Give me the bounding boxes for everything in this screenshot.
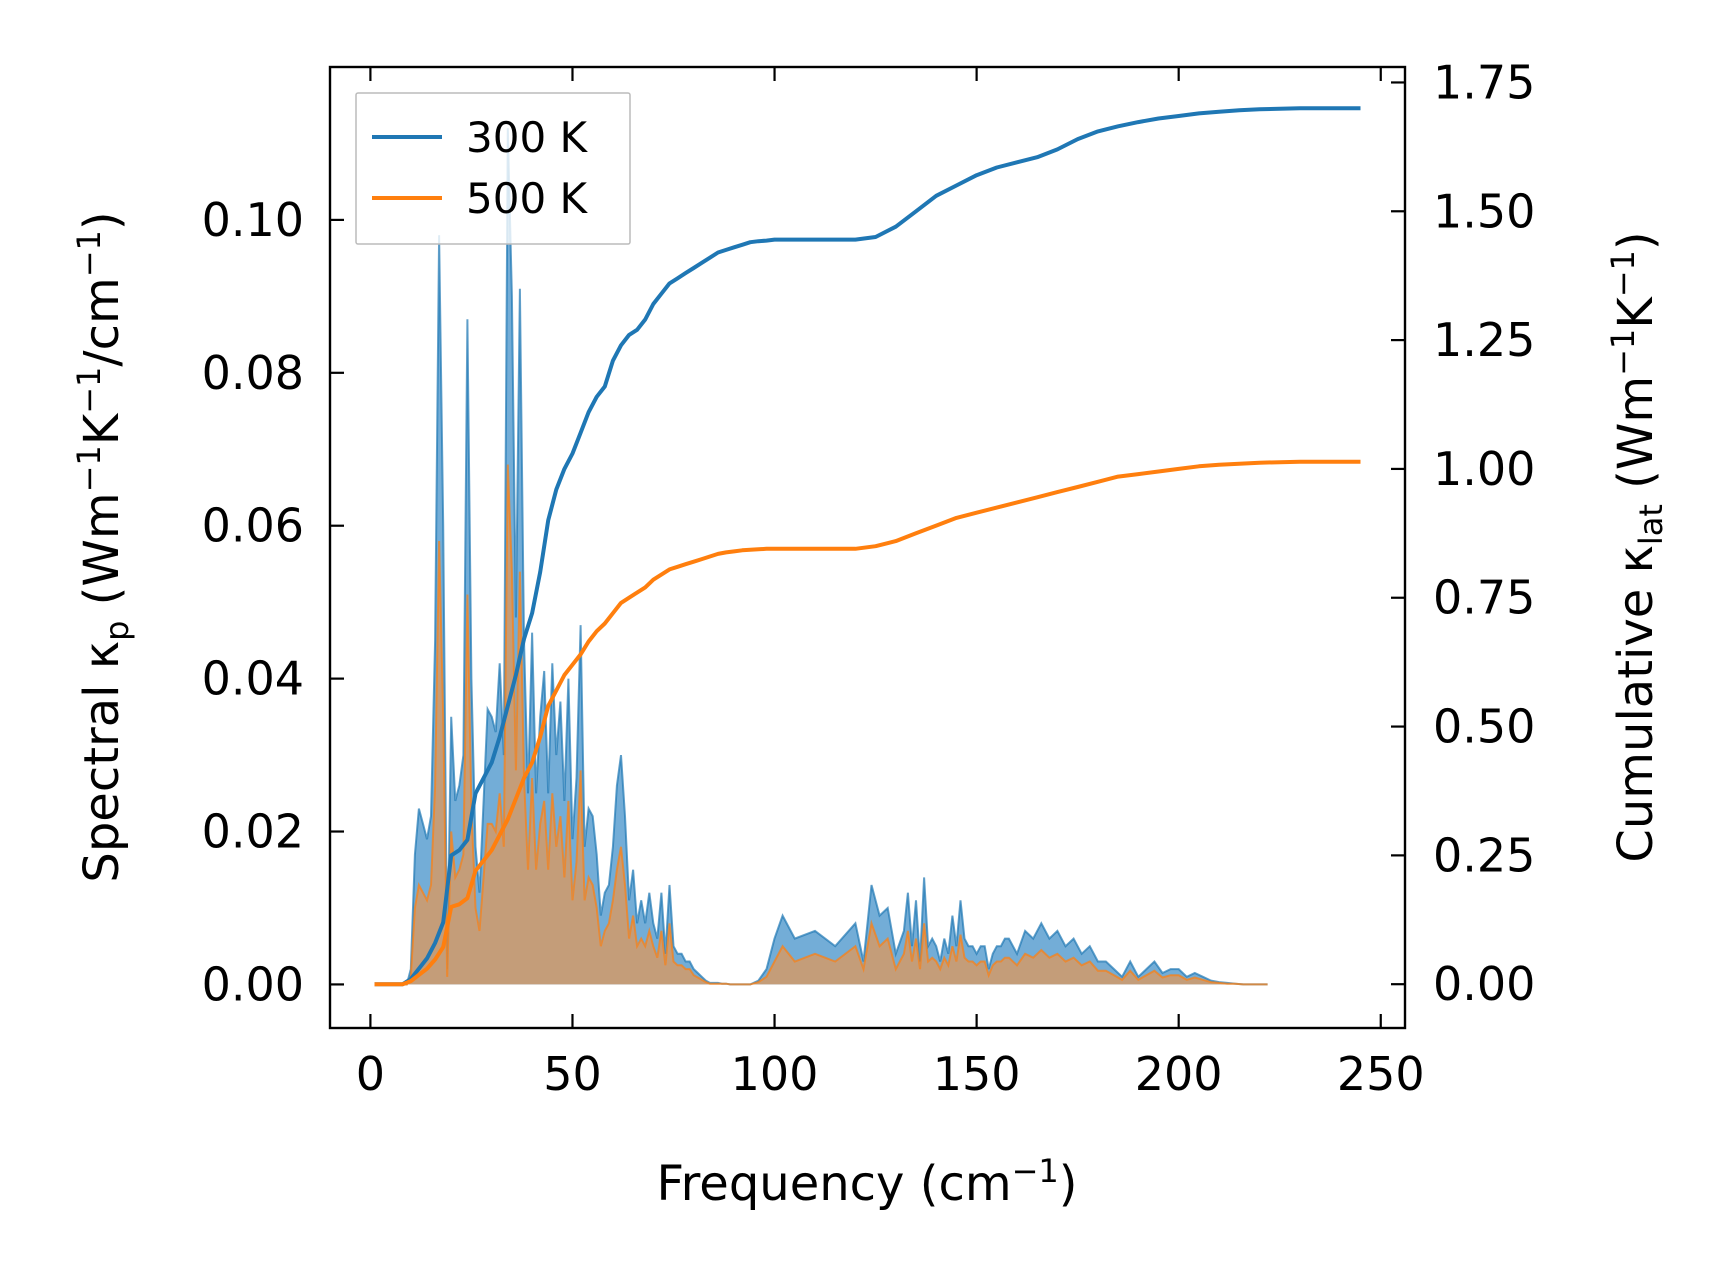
y-left-tick-label: 0.00 bbox=[202, 957, 304, 1011]
x-tick-label: 100 bbox=[731, 1047, 819, 1101]
y-left-tick-label: 0.02 bbox=[202, 805, 304, 859]
spectral-500k-area bbox=[374, 464, 1268, 985]
y-right-tick-label: 1.00 bbox=[1433, 442, 1535, 496]
legend-box bbox=[355, 92, 631, 245]
y-right-tick-label: 0.50 bbox=[1433, 700, 1535, 754]
y-left-tick-label: 0.08 bbox=[202, 346, 304, 400]
tick-labels: 0 50 100 150 200 2500.000.020.040.060.080.100… bbox=[202, 55, 1536, 1101]
y-right-tick-label: 1.25 bbox=[1433, 313, 1535, 367]
spectral-500k-edge bbox=[374, 464, 1268, 986]
y-right-tick-label: 0.75 bbox=[1433, 571, 1535, 625]
x-tick-label: 150 bbox=[933, 1047, 1021, 1101]
cumulative-300k-line bbox=[374, 106, 1361, 987]
x-axis-title: Frequency (cm−1) bbox=[656, 1152, 1077, 1212]
plot-frame bbox=[328, 65, 1407, 1030]
y-axis-left-title: Spectral κp (Wm−1K−1/cm−1) bbox=[70, 211, 136, 882]
y-left-tick-label: 0.06 bbox=[202, 499, 304, 553]
cumulative-500k-line bbox=[374, 459, 1361, 987]
y-axis-right-title: Cumulative κlat (Wm−1K−1) bbox=[1604, 231, 1670, 862]
legend-label-300k: 300 K bbox=[466, 113, 589, 162]
y-right-tick-label: 1.50 bbox=[1433, 184, 1535, 238]
y-right-tick-label: 1.75 bbox=[1433, 55, 1535, 109]
legend-label-500k: 500 K bbox=[466, 174, 589, 223]
y-right-tick-label: 0.25 bbox=[1433, 828, 1535, 882]
legend: 300 K 500 K bbox=[355, 92, 631, 245]
x-tick-label: 250 bbox=[1337, 1047, 1425, 1101]
y-right-tick-label: 0.00 bbox=[1433, 957, 1535, 1011]
x-tick-label: 200 bbox=[1135, 1047, 1223, 1101]
y-left-tick-label: 0.10 bbox=[202, 193, 304, 247]
y-left-tick-label: 0.04 bbox=[202, 652, 304, 706]
series-lines bbox=[374, 106, 1361, 987]
x-tick-label: 50 bbox=[543, 1047, 602, 1101]
x-tick-label: 0 bbox=[356, 1047, 385, 1101]
ticks bbox=[330, 67, 1405, 1028]
